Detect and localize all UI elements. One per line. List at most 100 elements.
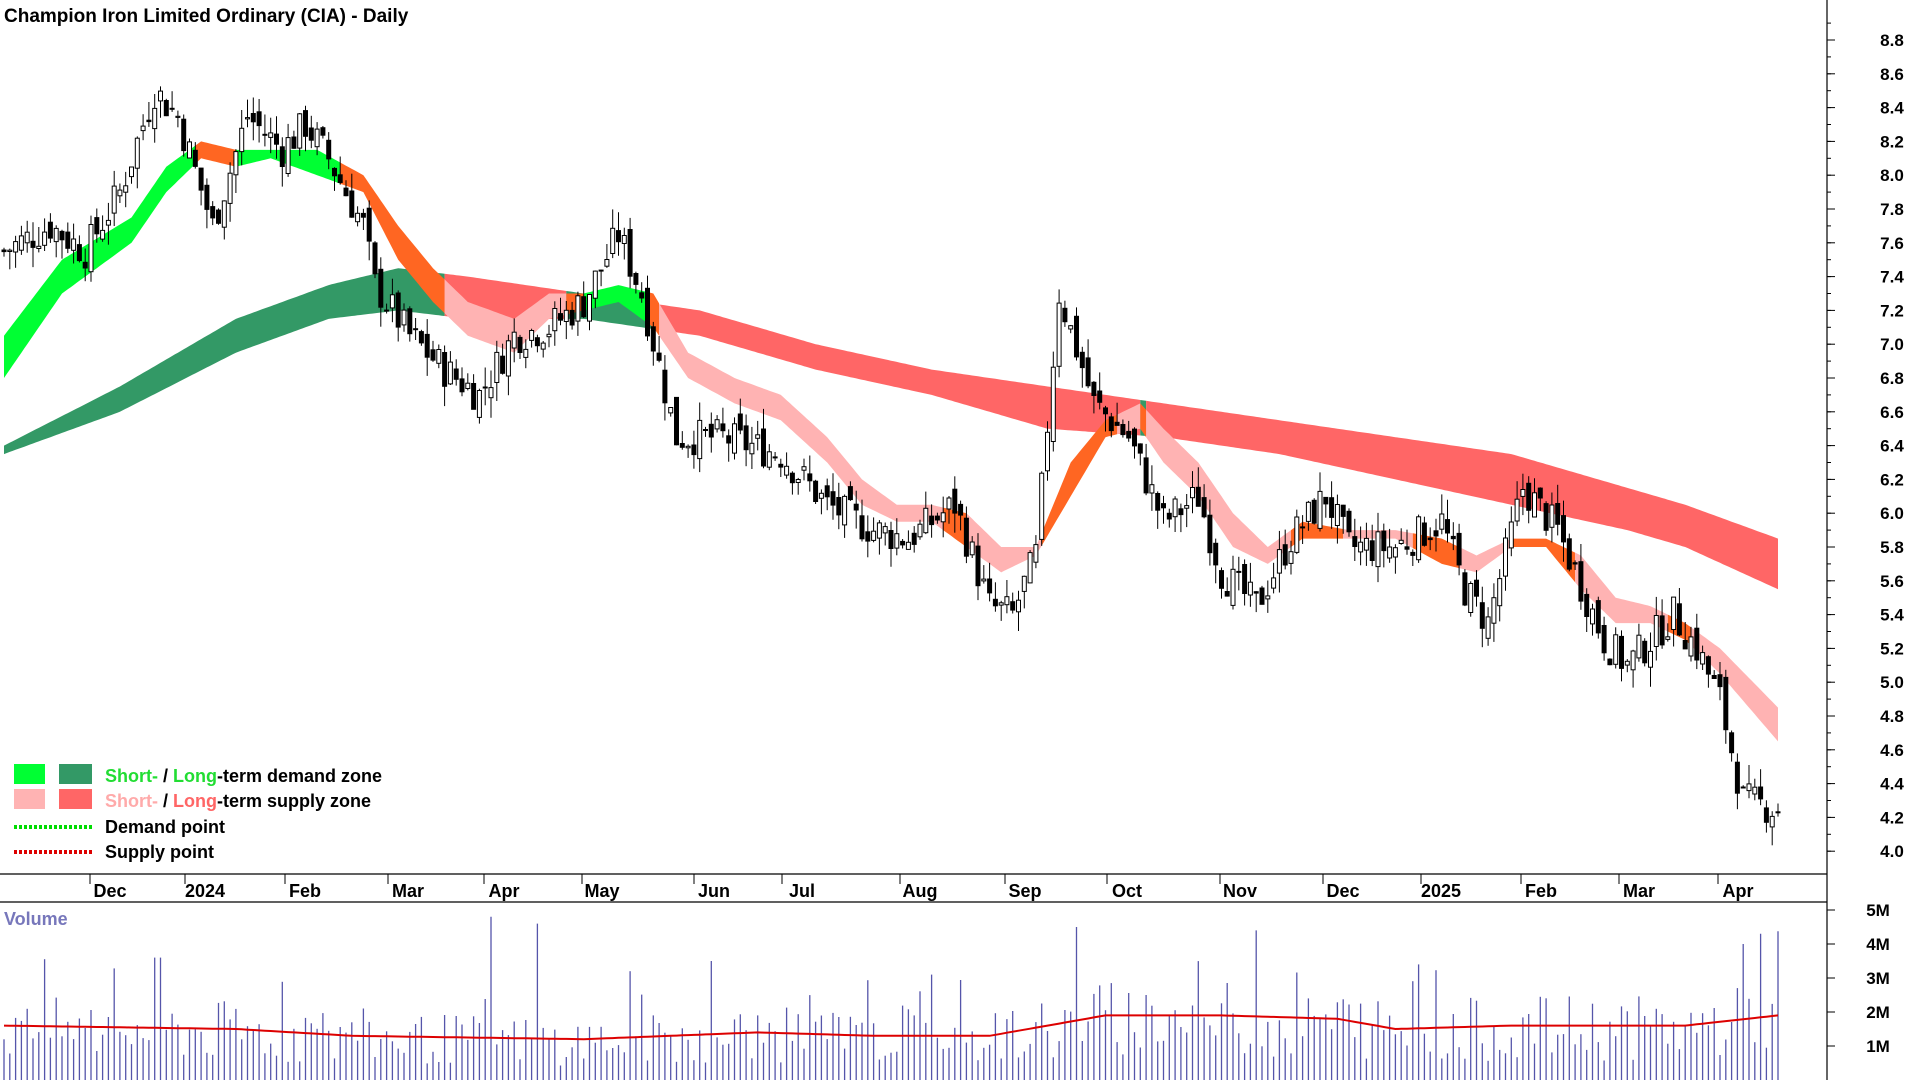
candle-body (111, 185, 117, 214)
candle-body (401, 309, 407, 326)
candle-body (355, 212, 361, 223)
candle-body (308, 127, 314, 141)
date-tick-label: Aug (903, 881, 938, 901)
candle-body (529, 330, 535, 341)
candle-body (442, 352, 448, 387)
candle-body (882, 526, 888, 534)
candle-body (1474, 579, 1479, 597)
date-tick-label: Jul (789, 881, 815, 901)
candle-body (1039, 472, 1045, 540)
zone-bands (4, 141, 1778, 742)
candle-body (511, 331, 517, 349)
candle-body (720, 423, 726, 432)
candle-body (1288, 551, 1294, 564)
candle-body (88, 224, 94, 273)
candle-body (1346, 510, 1352, 533)
date-tick-label: May (584, 881, 619, 901)
candle-body (975, 545, 981, 587)
candle-body (824, 485, 830, 498)
price-tick-label: 6.4 (1880, 437, 1904, 456)
candle-body (732, 423, 737, 454)
candle-body (1334, 504, 1340, 526)
legend-label-part: Short- (105, 766, 158, 786)
candle-body (105, 219, 111, 226)
candle-body (187, 141, 192, 159)
candle-body (134, 137, 140, 169)
volume-bars (3, 916, 1779, 1080)
candle-body (1126, 430, 1132, 439)
candle-body (366, 207, 372, 242)
candle-body (685, 445, 691, 449)
candle-body (1340, 504, 1346, 517)
candle-body (1624, 660, 1630, 666)
candle-body (1004, 596, 1010, 606)
candle-body (871, 530, 877, 541)
candle-body (836, 497, 842, 516)
candle-body (737, 413, 743, 431)
price-tick-label: 8.8 (1880, 31, 1904, 50)
candle-body (1514, 498, 1520, 522)
candle-body (1387, 546, 1393, 559)
candle-body (1074, 315, 1079, 358)
candle-body (1358, 541, 1364, 553)
candle-body (314, 128, 320, 148)
short-term-band-segment (1459, 538, 1512, 573)
candle-body (1137, 443, 1143, 454)
candle-body (1010, 601, 1016, 611)
candle-body (1108, 416, 1114, 432)
candle-body (1300, 526, 1306, 529)
candle-body (1648, 650, 1653, 668)
candle-body (1190, 487, 1195, 499)
candle-body (210, 206, 216, 219)
candle-body (268, 132, 274, 138)
legend-label-part: Long (173, 791, 217, 811)
candle-body (1207, 514, 1213, 554)
candle-body (337, 174, 343, 184)
candle-body (1230, 568, 1236, 606)
short-term-band-segment (235, 149, 341, 184)
candle-body (726, 435, 732, 444)
candle-body (1555, 503, 1561, 525)
candle-body (1265, 595, 1271, 600)
candle-body (1491, 597, 1497, 624)
candle-body (546, 333, 552, 338)
date-tick-label: Apr (1723, 881, 1754, 901)
candle-body (1103, 407, 1108, 415)
candle-body (1184, 505, 1190, 509)
candle-body (1763, 807, 1769, 823)
candle-body (216, 209, 221, 224)
candle-body (604, 259, 610, 267)
candle-body (146, 119, 152, 123)
candle-body (24, 231, 30, 244)
candle-body (384, 309, 390, 312)
candle-body (1079, 351, 1085, 369)
candle-body (453, 368, 459, 380)
candle-body (714, 419, 720, 430)
candle-body (795, 479, 801, 483)
short-term-band-segment (966, 513, 1042, 573)
candle-body (1485, 616, 1491, 639)
candle-body (1247, 581, 1253, 596)
candle-body (1416, 516, 1422, 561)
legend-label-part: / (158, 766, 173, 786)
long-term-band-segment (1146, 400, 1778, 590)
candle-body (1091, 381, 1097, 396)
candle-body (227, 172, 233, 204)
price-tick-label: 8.2 (1880, 132, 1904, 151)
price-tick-label: 4.2 (1880, 808, 1904, 827)
candle-body (372, 242, 378, 275)
candle-body (587, 294, 592, 322)
volume-tick-label: 2M (1866, 1003, 1890, 1022)
candle-body (1305, 501, 1311, 522)
candle-body (1027, 552, 1033, 584)
candle-body (940, 512, 946, 523)
candle-body (175, 115, 181, 118)
price-tick-label: 4.6 (1880, 741, 1904, 760)
candle-body (1456, 532, 1462, 566)
legend-label-part: Long (173, 766, 217, 786)
candle-body (1479, 602, 1485, 629)
date-tick-label: Feb (289, 881, 321, 901)
candle-body (1033, 544, 1039, 563)
candle-body (13, 241, 19, 253)
